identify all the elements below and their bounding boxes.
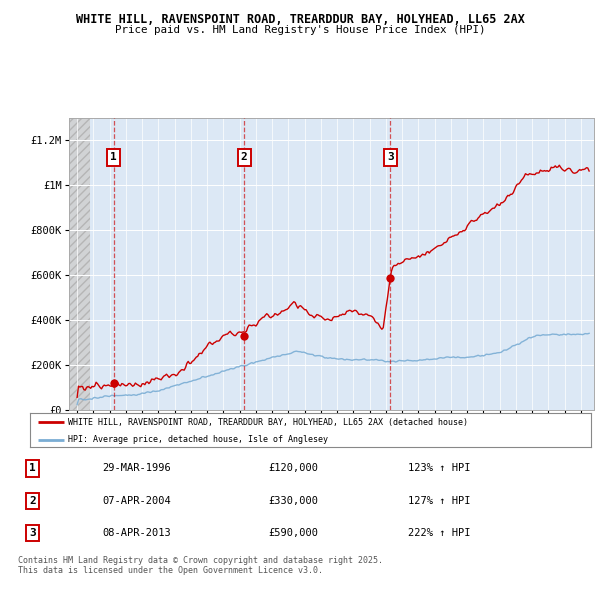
Text: 29-MAR-1996: 29-MAR-1996 [102, 463, 171, 473]
Text: Price paid vs. HM Land Registry's House Price Index (HPI): Price paid vs. HM Land Registry's House … [115, 25, 485, 35]
Text: 3: 3 [387, 152, 394, 162]
Bar [69, 118, 90, 410]
Text: 123% ↑ HPI: 123% ↑ HPI [408, 463, 470, 473]
Text: 222% ↑ HPI: 222% ↑ HPI [408, 529, 470, 539]
Text: 127% ↑ HPI: 127% ↑ HPI [408, 496, 470, 506]
Text: £120,000: £120,000 [268, 463, 318, 473]
Text: 07-APR-2004: 07-APR-2004 [102, 496, 171, 506]
Text: 1: 1 [29, 463, 36, 473]
Text: £330,000: £330,000 [268, 496, 318, 506]
Text: 3: 3 [29, 529, 36, 539]
Text: £590,000: £590,000 [268, 529, 318, 539]
Text: HPI: Average price, detached house, Isle of Anglesey: HPI: Average price, detached house, Isle… [68, 435, 328, 444]
Text: WHITE HILL, RAVENSPOINT ROAD, TREARDDUR BAY, HOLYHEAD, LL65 2AX: WHITE HILL, RAVENSPOINT ROAD, TREARDDUR … [76, 13, 524, 26]
Text: 2: 2 [241, 152, 247, 162]
Text: WHITE HILL, RAVENSPOINT ROAD, TREARDDUR BAY, HOLYHEAD, LL65 2AX (detached house): WHITE HILL, RAVENSPOINT ROAD, TREARDDUR … [68, 418, 468, 427]
Text: 08-APR-2013: 08-APR-2013 [102, 529, 171, 539]
Text: 1: 1 [110, 152, 117, 162]
Text: 2: 2 [29, 496, 36, 506]
Text: Contains HM Land Registry data © Crown copyright and database right 2025.
This d: Contains HM Land Registry data © Crown c… [18, 556, 383, 575]
